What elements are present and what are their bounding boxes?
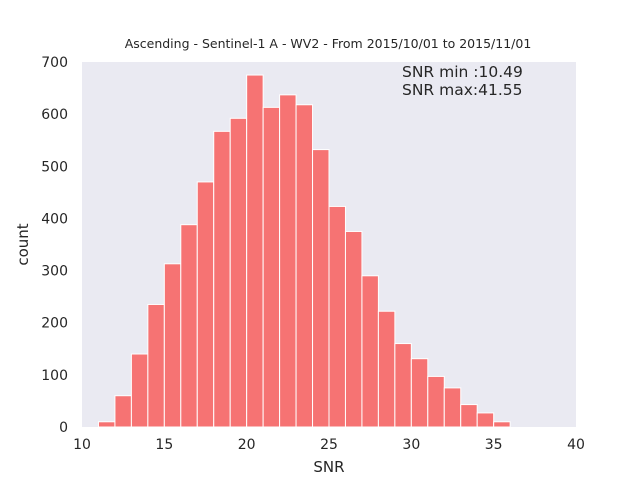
histogram-bar — [460, 404, 478, 428]
y-ticks: 0 100 200 300 400 500 600 700 — [41, 55, 68, 436]
histogram-bar — [361, 275, 379, 428]
x-axis-label: SNR — [313, 458, 344, 476]
histogram-bar — [130, 353, 149, 428]
y-axis-label: count — [14, 223, 32, 265]
histogram-bar — [295, 104, 314, 428]
histogram-bar — [493, 421, 511, 428]
x-tick-label: 15 — [155, 437, 173, 453]
y-tick-label: 400 — [41, 211, 68, 227]
chart-title: Ascending - Sentinel-1 A - WV2 - From 20… — [125, 36, 532, 51]
histogram-bar — [328, 205, 346, 428]
histogram-bar — [443, 387, 462, 428]
histogram-bar — [377, 310, 396, 428]
y-tick-label: 0 — [59, 420, 68, 436]
histogram-bar — [163, 263, 182, 428]
x-tick-label: 30 — [402, 437, 420, 453]
histogram-bar — [114, 395, 132, 428]
histogram-bar — [410, 358, 429, 428]
histogram-bar — [229, 117, 248, 428]
histogram-bar — [262, 106, 281, 428]
y-tick-label: 200 — [41, 316, 68, 332]
x-tick-label: 35 — [485, 437, 503, 453]
histogram-bar — [213, 130, 231, 428]
histogram-bar — [394, 343, 412, 428]
y-tick-label: 700 — [41, 55, 68, 71]
histogram-bar — [97, 421, 116, 428]
bars-group — [97, 74, 511, 428]
x-tick-label: 25 — [320, 437, 338, 453]
y-tick-label: 500 — [41, 159, 68, 175]
x-tick-label: 10 — [73, 437, 91, 453]
snr-min-annotation: SNR min :10.49 — [402, 63, 523, 81]
y-tick-label: 100 — [41, 368, 68, 384]
y-tick-label: 600 — [41, 107, 68, 123]
histogram-bar — [279, 94, 297, 428]
histogram-bar — [246, 74, 264, 428]
histogram-bar — [427, 375, 445, 428]
y-tick-label: 300 — [41, 264, 68, 280]
x-tick-label: 20 — [238, 437, 256, 453]
x-ticks: 10 15 20 25 30 35 40 — [73, 437, 585, 453]
histogram-bar — [312, 149, 330, 428]
histogram-bar — [344, 230, 363, 428]
snr-max-annotation: SNR max:41.55 — [402, 81, 523, 99]
histogram-bar — [476, 412, 495, 428]
histogram-bar — [147, 303, 165, 428]
histogram-bar — [196, 181, 215, 428]
histogram-bar — [180, 224, 198, 428]
x-tick-label: 40 — [567, 437, 585, 453]
